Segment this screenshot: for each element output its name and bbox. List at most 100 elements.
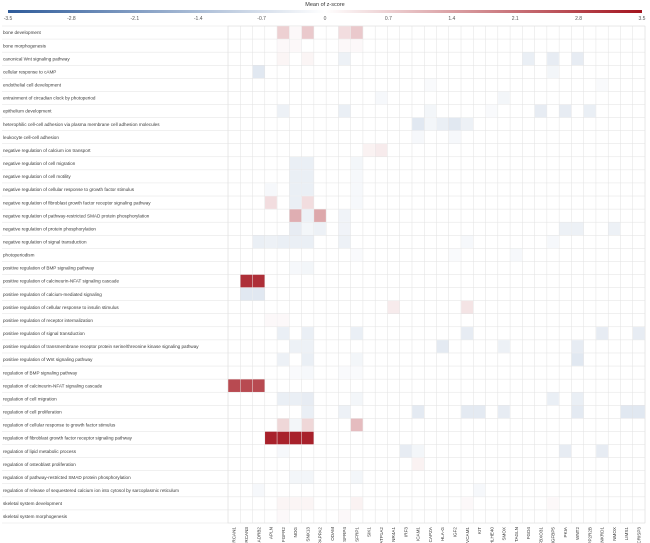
heatmap-cell (485, 104, 498, 118)
heatmap-cell (265, 235, 277, 249)
row-label: canonical Wnt signaling pathway (3, 56, 70, 61)
row-label: negative regulation of calcium ion trans… (3, 148, 91, 153)
heatmap-cell (338, 209, 351, 222)
colorbar-tick-label: -2.1 (130, 16, 139, 22)
column-label: WNT2 (575, 527, 580, 540)
colorbar-tick-label: -0.7 (257, 16, 266, 22)
column-label: ANKRD1 (600, 527, 605, 543)
heatmap-cell (277, 392, 290, 406)
column-label: KIT (477, 527, 482, 534)
heatmap-cell (498, 340, 510, 353)
row-label: negative regulation of cell motility (3, 174, 71, 179)
heatmap-cell (301, 183, 314, 196)
colorbar-tick-label: 1.4 (448, 16, 455, 22)
column-label: FBXO31 (538, 527, 543, 543)
heatmap-cell (547, 235, 559, 249)
heatmap-cell (289, 418, 302, 432)
heatmap-cell (338, 222, 351, 236)
heatmap-cell (338, 26, 351, 39)
heatmap-cell (498, 91, 510, 105)
heatmap-cell (301, 418, 314, 432)
heatmap-cell (350, 470, 363, 484)
heatmap-cell (277, 431, 290, 445)
heatmap-cell (314, 222, 326, 236)
heatmap-cell (252, 379, 265, 392)
row-label: heterophilic cell-cell adhesion via plas… (3, 122, 160, 127)
heatmap-cell (289, 340, 302, 353)
column-label: RCAN3 (244, 527, 249, 543)
heatmap-cell (571, 405, 584, 419)
colorbar-tick-label: 0 (324, 16, 327, 22)
row-labels: bone development bone morphogenesis canoni… (3, 30, 199, 519)
heatmap-cell (289, 222, 302, 236)
heatmap-cell (277, 235, 290, 249)
heatmap-cell (350, 327, 363, 340)
row-label: bone morphogenesis (3, 43, 47, 48)
heatmap-cell (265, 183, 277, 196)
row-label: skeletal system development (3, 501, 63, 506)
heatmap-cells (228, 26, 645, 523)
heatmap-cell (547, 65, 559, 79)
heatmap-cell (559, 104, 572, 118)
heatmap-cell (632, 405, 645, 419)
heatmap-cell (375, 143, 388, 157)
column-label: ATP1A2 (379, 527, 384, 543)
heatmap-cell (301, 340, 314, 353)
heatmap-cell (301, 470, 314, 484)
heatmap-cell (412, 457, 424, 471)
heatmap-cell (277, 327, 290, 340)
heatmap-cell (240, 379, 253, 392)
colorbar-tick-label: -1.4 (194, 16, 203, 22)
heatmap-cell (289, 431, 302, 445)
heatmap-cell (387, 300, 400, 314)
heatmap-cell (547, 52, 559, 65)
heatmap-cell (289, 261, 302, 275)
heatmap-cell (301, 235, 314, 249)
heatmap-cell (277, 26, 290, 39)
column-label: RCAN1 (232, 527, 237, 543)
heatmap-cell (449, 130, 461, 144)
heatmap-cell (559, 222, 572, 236)
colorbar-tick-label: 3.5 (639, 16, 646, 22)
row-label: positive regulation of signal transducti… (3, 331, 85, 336)
heatmap-cell (350, 418, 363, 432)
heatmap-cell (240, 274, 253, 288)
heatmap-cell (301, 497, 314, 510)
column-label: FGD4 (526, 527, 531, 540)
row-label: regulation of cell proliferation (3, 410, 62, 415)
column-label: IGFBP5 (551, 527, 556, 543)
row-label: cellular response to cAMP (3, 69, 56, 74)
heatmap-cell (289, 157, 302, 170)
heatmap-cell (252, 235, 265, 249)
heatmap-cell (571, 392, 584, 406)
heatmap-cell (350, 39, 363, 52)
row-label: epithelium development (3, 109, 52, 114)
heatmap-cell (473, 484, 486, 497)
heatmap-cell (277, 510, 290, 523)
heatmap-cell (522, 52, 535, 65)
column-label: TAGLN (514, 527, 519, 542)
heatmap-cell (461, 497, 474, 510)
heatmap-cell (510, 248, 523, 262)
row-label: regulation of cellular response to growt… (3, 423, 116, 428)
heatmap-cell (338, 405, 351, 419)
column-label: PPP2R2B (587, 527, 592, 543)
heatmap-cell (301, 196, 314, 209)
heatmap-cell (620, 405, 633, 419)
heatmap-cell (596, 78, 608, 92)
row-label: negative regulation of protein phosphory… (3, 226, 96, 231)
row-label: photoperiodism (3, 253, 35, 258)
column-label: LIMS1 (624, 527, 629, 541)
heatmap-cell (338, 366, 351, 379)
colorbar-ticks: -3.5 -2.8 -2.1 -1.4 -0.7 0 0.7 1.4 2.1 2.8 3.5 (4, 16, 646, 22)
heatmap-cell (596, 327, 608, 340)
row-label: skeletal system morphogenesis (3, 514, 68, 519)
heatmap-cell (289, 470, 302, 484)
heatmap-grid (2, 25, 646, 524)
heatmap-cell (632, 327, 645, 340)
heatmap-cell (608, 222, 621, 236)
heatmap-cell (252, 274, 265, 288)
heatmap-cell (350, 353, 363, 366)
heatmap-cell (363, 143, 375, 157)
